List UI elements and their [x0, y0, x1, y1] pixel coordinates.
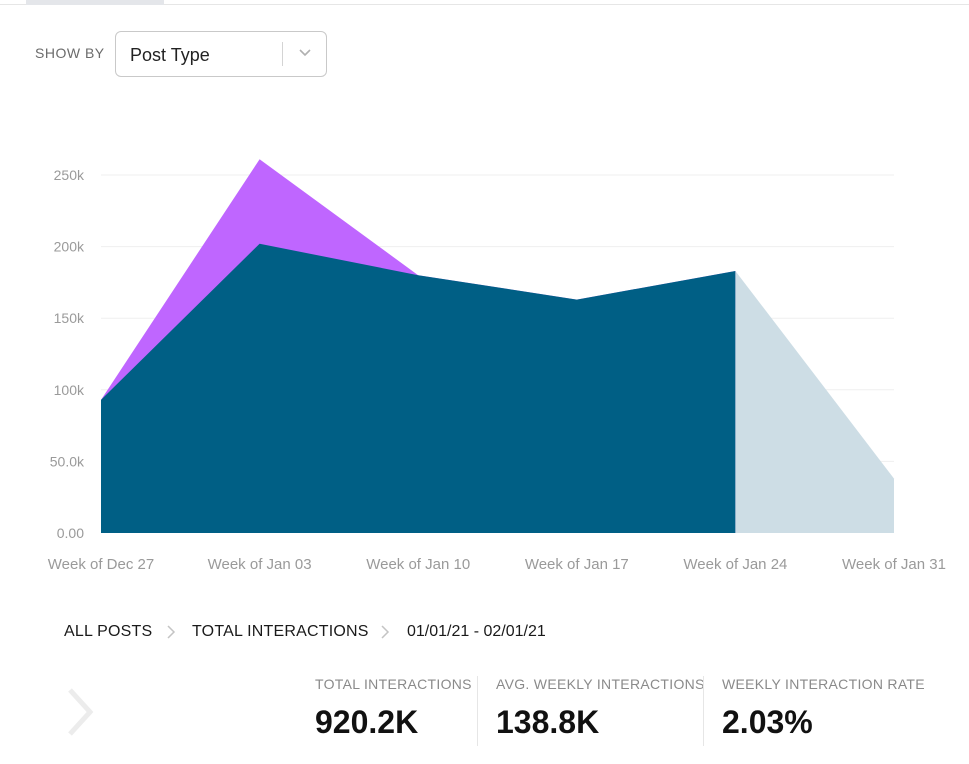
stat-label: TOTAL INTERACTIONS: [315, 676, 472, 692]
y-tick-label: 50.0k: [50, 453, 85, 469]
x-tick-label: Week of Dec 27: [48, 556, 154, 573]
stat-divider: [703, 676, 704, 746]
breadcrumb-date-range: 01/01/21 - 02/01/21: [407, 623, 546, 640]
stat-weekly-interaction-rate: WEEKLY INTERACTION RATE 2.03%: [722, 676, 925, 741]
area-series-1: [101, 243, 736, 533]
post-type-dropdown[interactable]: Post Type: [115, 31, 327, 77]
chevron-right-icon: [167, 625, 176, 639]
chevron-right-icon: [381, 625, 390, 639]
interactions-area-chart: 0.00 50.0k 100k 150k 200k 250k Week of Dec 27 W…: [48, 159, 946, 573]
chevron-right-icon[interactable]: [62, 686, 98, 738]
stat-avg-weekly-interactions: AVG. WEEKLY INTERACTIONS 138.8K: [496, 676, 705, 741]
breadcrumb-all-posts[interactable]: ALL POSTS: [64, 623, 153, 640]
stat-total-interactions: TOTAL INTERACTIONS 920.2K: [315, 676, 472, 741]
y-tick-label: 0.00: [57, 525, 84, 541]
chevron-down-icon[interactable]: [297, 46, 313, 60]
x-tick-label: Week of Jan 24: [683, 556, 787, 573]
dropdown-selected-value: Post Type: [130, 45, 210, 65]
x-tick-label: Week of Jan 17: [525, 556, 629, 573]
stat-label: WEEKLY INTERACTION RATE: [722, 676, 925, 692]
y-tick-label: 100k: [54, 382, 85, 398]
y-tick-label: 150k: [54, 310, 85, 326]
stat-label: AVG. WEEKLY INTERACTIONS: [496, 676, 705, 692]
dropdown-divider: [282, 42, 283, 66]
area-series-2: [735, 270, 894, 533]
top-divider: [0, 4, 969, 5]
breadcrumb-total-interactions[interactable]: TOTAL INTERACTIONS: [192, 623, 369, 640]
y-tick-label: 250k: [54, 167, 85, 183]
x-tick-label: Week of Jan 31: [842, 556, 946, 573]
y-tick-label: 200k: [54, 239, 85, 255]
x-tick-label: Week of Jan 03: [208, 556, 312, 573]
active-tab-indicator[interactable]: [26, 0, 164, 5]
stat-value: 920.2K: [315, 704, 419, 740]
stat-value: 138.8K: [496, 704, 600, 740]
x-tick-label: Week of Jan 10: [366, 556, 470, 573]
show-by-label: SHOW BY: [35, 45, 105, 61]
stat-divider: [477, 676, 478, 746]
stat-value: 2.03%: [722, 704, 813, 740]
